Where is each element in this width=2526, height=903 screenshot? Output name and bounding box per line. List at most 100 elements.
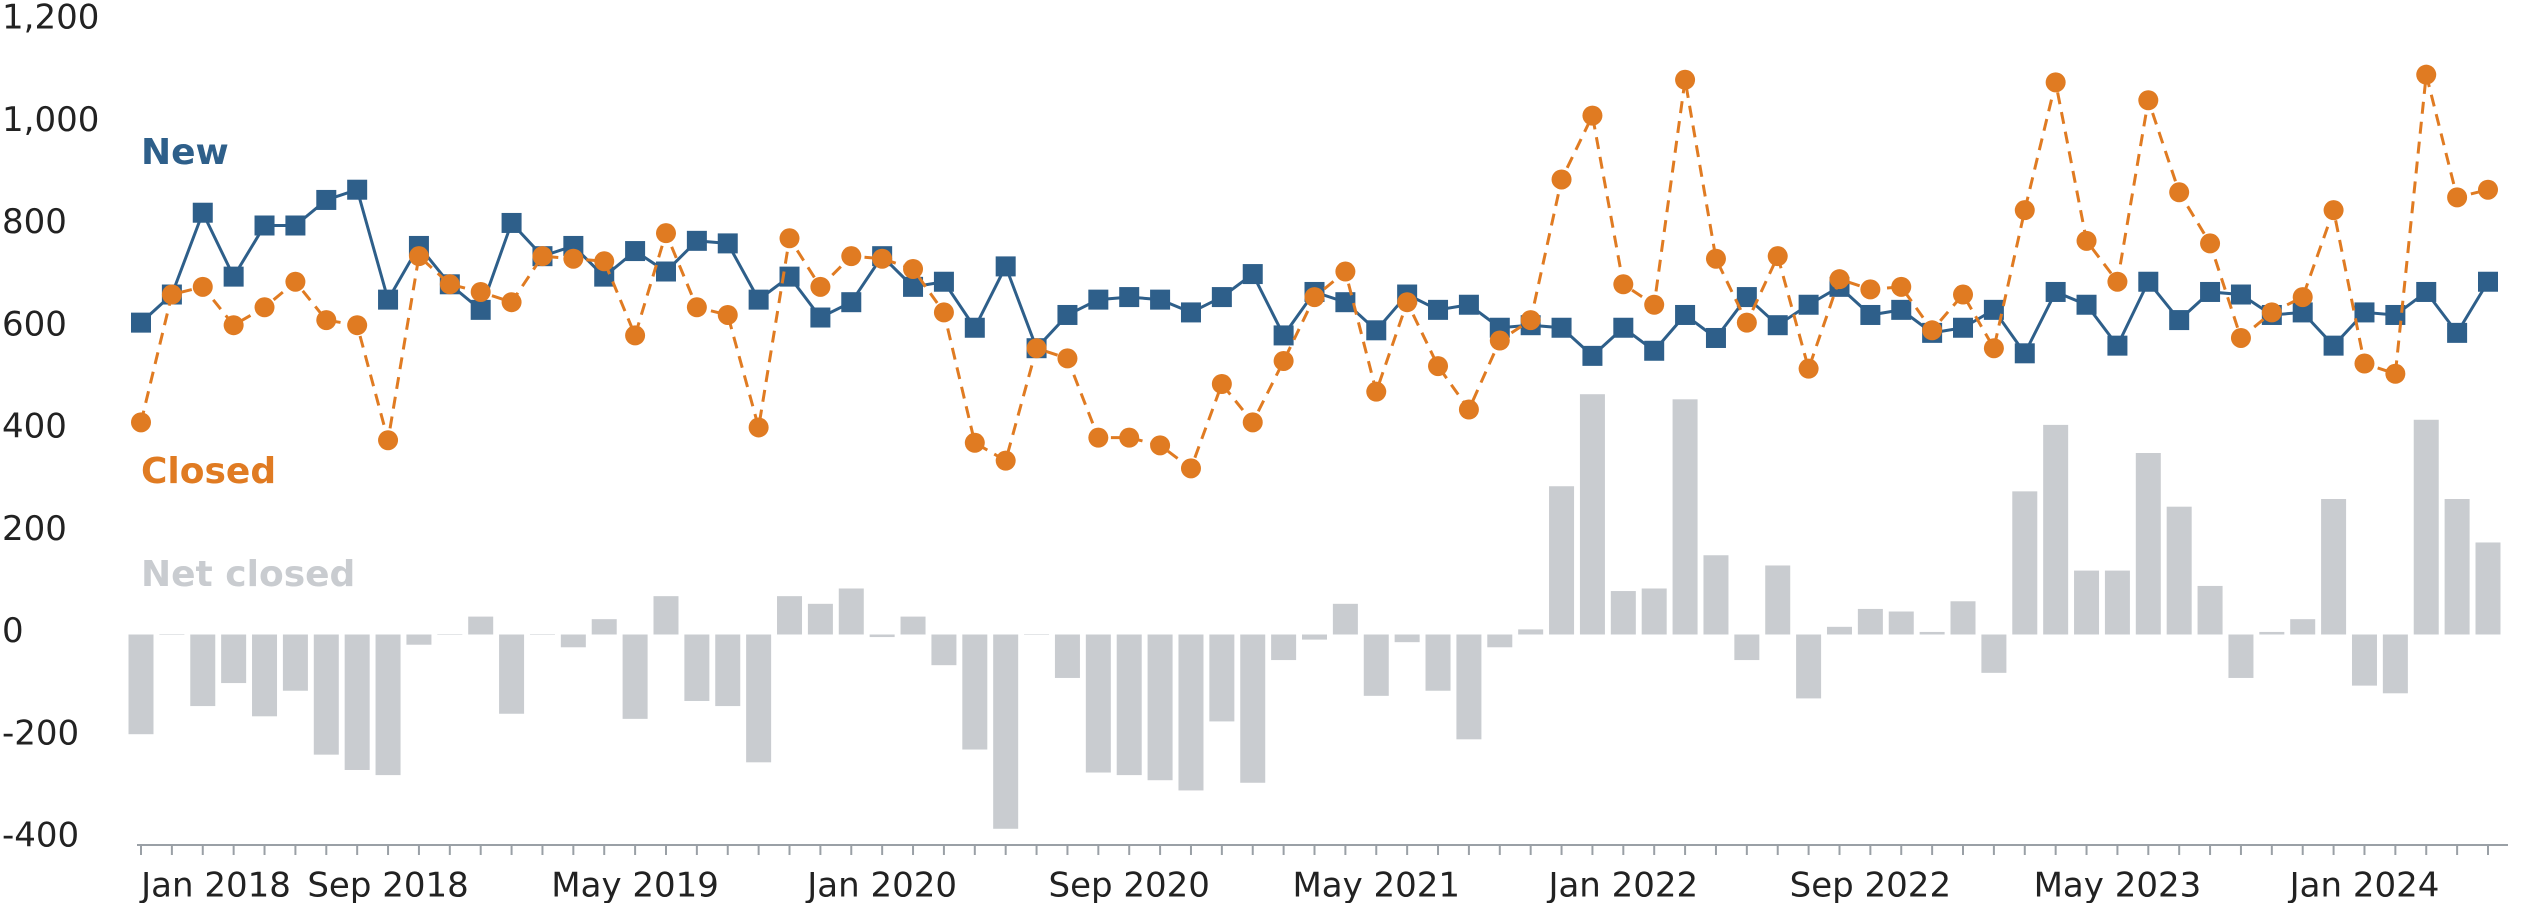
marker [254,297,275,318]
marker [1180,302,1201,323]
bar [715,634,741,707]
marker [2045,281,2066,302]
bar [1796,634,1822,699]
marker [2292,302,2313,323]
bar [1240,634,1266,783]
bar [1579,394,1605,635]
series-label: Net closed [141,554,355,595]
bar [900,616,926,635]
x-tick-label: Sep 2018 [307,866,468,903]
bar [993,634,1019,829]
bar [777,596,803,635]
marker [1829,269,1850,290]
marker [1922,320,1943,341]
bar [2043,424,2069,635]
marker [1798,358,1819,379]
marker [1644,340,1665,361]
marker [594,251,615,272]
marker [2447,322,2468,343]
marker [1335,261,1356,282]
series-label: Closed [141,451,276,492]
y-tick-label: 0 [2,611,24,651]
marker [1088,289,1109,310]
marker [717,233,738,254]
marker [1304,287,1325,308]
marker [1767,315,1788,336]
bar [2321,499,2347,635]
bar [468,616,494,635]
marker [1366,320,1387,341]
marker [1397,292,1418,313]
bar [128,634,154,735]
bar [1363,634,1389,696]
marker [470,281,491,302]
marker [285,215,306,236]
marker [686,230,707,251]
marker [1767,246,1788,267]
bar [1302,634,1327,640]
bar [807,603,833,635]
marker [1613,317,1634,338]
marker [1458,399,1479,420]
marker [378,289,399,310]
bar [221,634,247,684]
marker [1798,294,1819,315]
marker [1335,292,1356,313]
marker [1860,304,1881,325]
marker [1180,458,1201,479]
marker [625,241,646,262]
marker [995,256,1016,277]
marker [2323,335,2344,356]
marker [192,202,213,223]
marker [1520,310,1541,331]
marker [161,284,182,305]
marker [439,274,460,295]
bar [2444,499,2470,635]
marker [2200,281,2221,302]
marker [841,246,862,267]
marker [1983,299,2004,320]
marker [2230,327,2251,348]
marker [964,432,985,453]
marker [1582,345,1603,366]
y-tick-label: -400 [2,816,79,856]
marker [378,430,399,451]
marker [1736,287,1757,308]
bar [2259,631,2285,635]
marker [1211,373,1232,394]
y-tick-label: 400 [2,407,67,447]
bar [2475,542,2501,635]
marker [2076,294,2097,315]
y-tick-label: 600 [2,304,67,344]
x-tick-label: Jan 2018 [139,866,291,903]
marker [408,246,429,267]
bar [159,634,185,635]
bar [1147,634,1173,781]
bar [1672,399,1698,635]
bar [1054,634,1080,678]
bar [1116,634,1142,776]
marker [1551,317,1572,338]
marker [254,215,275,236]
bar [437,634,463,635]
marker [872,248,893,269]
marker [779,228,800,249]
bar [190,634,216,707]
bar [869,634,895,638]
bar [2413,419,2439,635]
marker [1736,312,1757,333]
marker [810,307,831,328]
bar [1981,634,2007,673]
marker [810,276,831,297]
marker [995,450,1016,471]
bar [344,634,370,770]
bar [1703,555,1729,635]
marker [2045,72,2066,93]
x-tick-label: Jan 2020 [805,866,957,903]
marker [2416,64,2437,85]
bar [684,634,710,701]
marker [1150,289,1171,310]
marker [2169,182,2190,203]
bar [1271,634,1297,661]
